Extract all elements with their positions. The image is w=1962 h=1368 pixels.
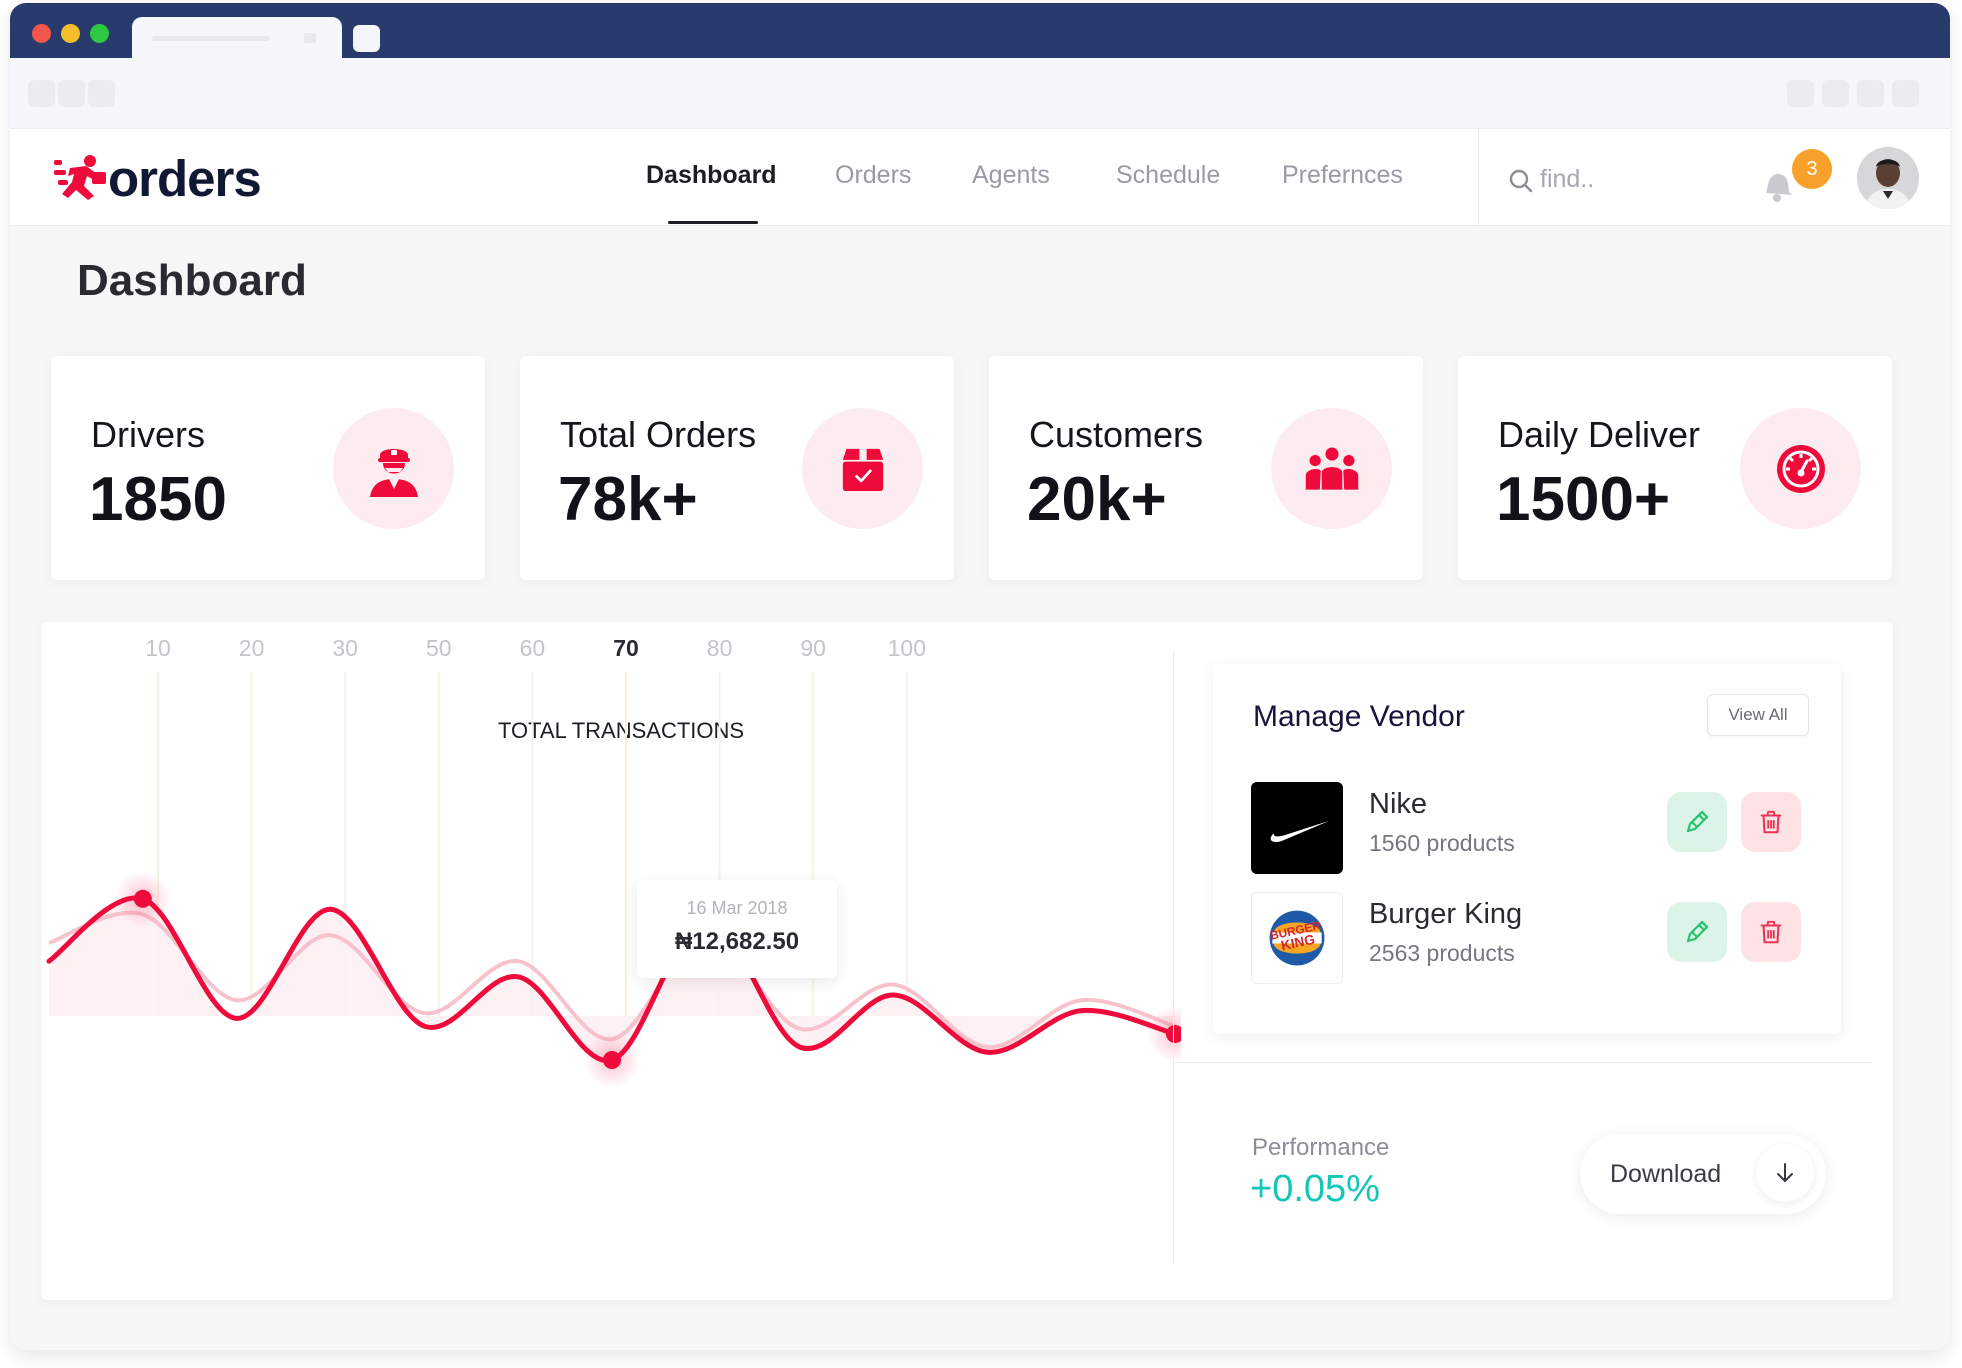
stat-label: Customers	[1029, 414, 1204, 455]
delete-vendor-button[interactable]	[1741, 902, 1801, 962]
toolbar-button[interactable]	[1857, 80, 1884, 107]
edit-vendor-button[interactable]	[1667, 902, 1727, 962]
panel-divider	[1173, 1062, 1873, 1063]
performance-value: +0.05%	[1250, 1168, 1380, 1210]
close-window-button[interactable]	[32, 24, 51, 43]
toolbar-button[interactable]	[1822, 80, 1849, 107]
toolbar-button[interactable]	[1892, 80, 1919, 107]
x-tick-label: 100	[888, 635, 926, 661]
browser-tab[interactable]	[132, 17, 342, 58]
x-tick-label: 20	[239, 635, 265, 661]
tab-title-placeholder	[152, 36, 270, 41]
header-divider	[1478, 129, 1479, 226]
app-header: orders Dashboard Orders Agents Schedule …	[10, 129, 1950, 226]
vendor-card-title: Manage Vendor	[1253, 700, 1465, 733]
trash-icon	[1760, 810, 1782, 834]
chart-title: TOTAL TRANSACTIONS	[498, 718, 744, 743]
pencil-icon	[1686, 810, 1709, 833]
brand-logo[interactable]: orders	[54, 149, 262, 207]
minimize-window-button[interactable]	[61, 24, 80, 43]
reload-button[interactable]	[88, 80, 115, 107]
user-photo-icon	[1857, 147, 1919, 209]
burger-king-logo: BURGER KING	[1251, 892, 1343, 984]
notification-badge[interactable]: 3	[1792, 149, 1832, 189]
manage-vendor-card: Manage Vendor View All Nike 1560 product…	[1213, 664, 1841, 1034]
panel-divider	[1173, 652, 1174, 1264]
nav-preferences[interactable]: Prefernces	[1282, 161, 1403, 189]
nav-dashboard[interactable]: Dashboard	[646, 161, 777, 189]
x-tick-label: 80	[707, 635, 733, 661]
burger-king-logo-text: KING	[1280, 932, 1317, 954]
x-tick-label: 10	[145, 635, 171, 661]
stat-card-total-orders[interactable]: Total Orders 78k+	[520, 356, 954, 580]
tab-close-icon[interactable]	[304, 33, 316, 43]
back-button[interactable]	[28, 80, 55, 107]
bell-icon[interactable]	[1758, 165, 1796, 205]
search-icon	[1509, 169, 1533, 193]
view-all-button[interactable]: View All	[1707, 694, 1809, 736]
trash-icon	[1760, 920, 1782, 944]
performance-label: Performance	[1252, 1134, 1390, 1161]
stat-card-daily-deliver[interactable]: Daily Deliver 1500+	[1458, 356, 1892, 580]
browser-toolbar	[10, 58, 1950, 129]
delete-vendor-button[interactable]	[1741, 792, 1801, 852]
nike-logo	[1251, 782, 1343, 874]
vendor-product-count: 2563 products	[1369, 940, 1515, 966]
user-avatar[interactable]	[1857, 147, 1919, 209]
maximize-window-button[interactable]	[90, 24, 109, 43]
nav-orders[interactable]: Orders	[835, 161, 912, 189]
vendor-row-nike[interactable]: Nike 1560 products	[1251, 782, 1811, 876]
stat-value: 1500+	[1496, 465, 1671, 534]
stat-label: Drivers	[91, 414, 205, 455]
x-tick-label: 60	[520, 635, 546, 661]
vendor-product-count: 1560 products	[1369, 830, 1515, 856]
data-point[interactable]	[133, 889, 152, 908]
driver-icon	[333, 408, 454, 529]
forward-button[interactable]	[58, 80, 85, 107]
stat-card-drivers[interactable]: Drivers 1850	[51, 356, 485, 580]
brand-name: orders	[108, 149, 262, 207]
vendor-name: Nike	[1369, 788, 1428, 820]
running-courier-icon	[54, 155, 106, 200]
download-button[interactable]: Download	[1580, 1134, 1826, 1214]
stat-value: 1850	[89, 465, 227, 534]
x-tick-label: 30	[332, 635, 358, 661]
chart-points[interactable]	[114, 870, 1181, 1088]
package-icon	[802, 408, 923, 529]
chart-tooltip: 16 Mar 2018 ₦12,682.50	[637, 880, 837, 978]
stat-label: Total Orders	[560, 414, 757, 455]
x-tick-label: 90	[800, 635, 826, 661]
new-tab-button[interactable]	[353, 25, 380, 52]
stat-label: Daily Deliver	[1498, 414, 1701, 455]
chart-area	[49, 897, 1175, 1061]
x-tick-label: 70	[613, 635, 639, 661]
vendor-row-burger-king[interactable]: BURGER KING Burger King 2563 products	[1251, 892, 1811, 986]
tooltip-value: ₦12,682.50	[674, 928, 800, 955]
x-tick-label: 50	[426, 635, 452, 661]
arrow-down-icon	[1756, 1144, 1814, 1202]
speedometer-icon	[1740, 408, 1861, 529]
transactions-chart[interactable]: TOTAL TRANSACTIONS 10 20 30 50 60 70 80 90 100	[41, 622, 1181, 1282]
active-nav-indicator	[668, 221, 758, 224]
stat-value: 78k+	[558, 465, 698, 534]
chart-x-axis: 10 20 30 50 60 70 80 90 100	[145, 635, 926, 661]
stat-value: 20k+	[1027, 465, 1167, 534]
search-input[interactable]	[1540, 159, 1760, 199]
vendor-name: Burger King	[1369, 898, 1523, 930]
nav-agents[interactable]: Agents	[972, 161, 1050, 189]
pencil-icon	[1686, 920, 1709, 943]
nav-schedule[interactable]: Schedule	[1116, 161, 1221, 189]
edit-vendor-button[interactable]	[1667, 792, 1727, 852]
download-label: Download	[1610, 1160, 1722, 1188]
page-title: Dashboard	[77, 256, 307, 305]
toolbar-button[interactable]	[1787, 80, 1814, 107]
users-icon	[1271, 408, 1392, 529]
tooltip-date: 16 Mar 2018	[686, 898, 788, 918]
browser-titlebar	[10, 3, 1950, 58]
stat-card-customers[interactable]: Customers 20k+	[989, 356, 1423, 580]
point-halo	[1147, 1006, 1181, 1062]
data-point[interactable]	[603, 1051, 621, 1069]
